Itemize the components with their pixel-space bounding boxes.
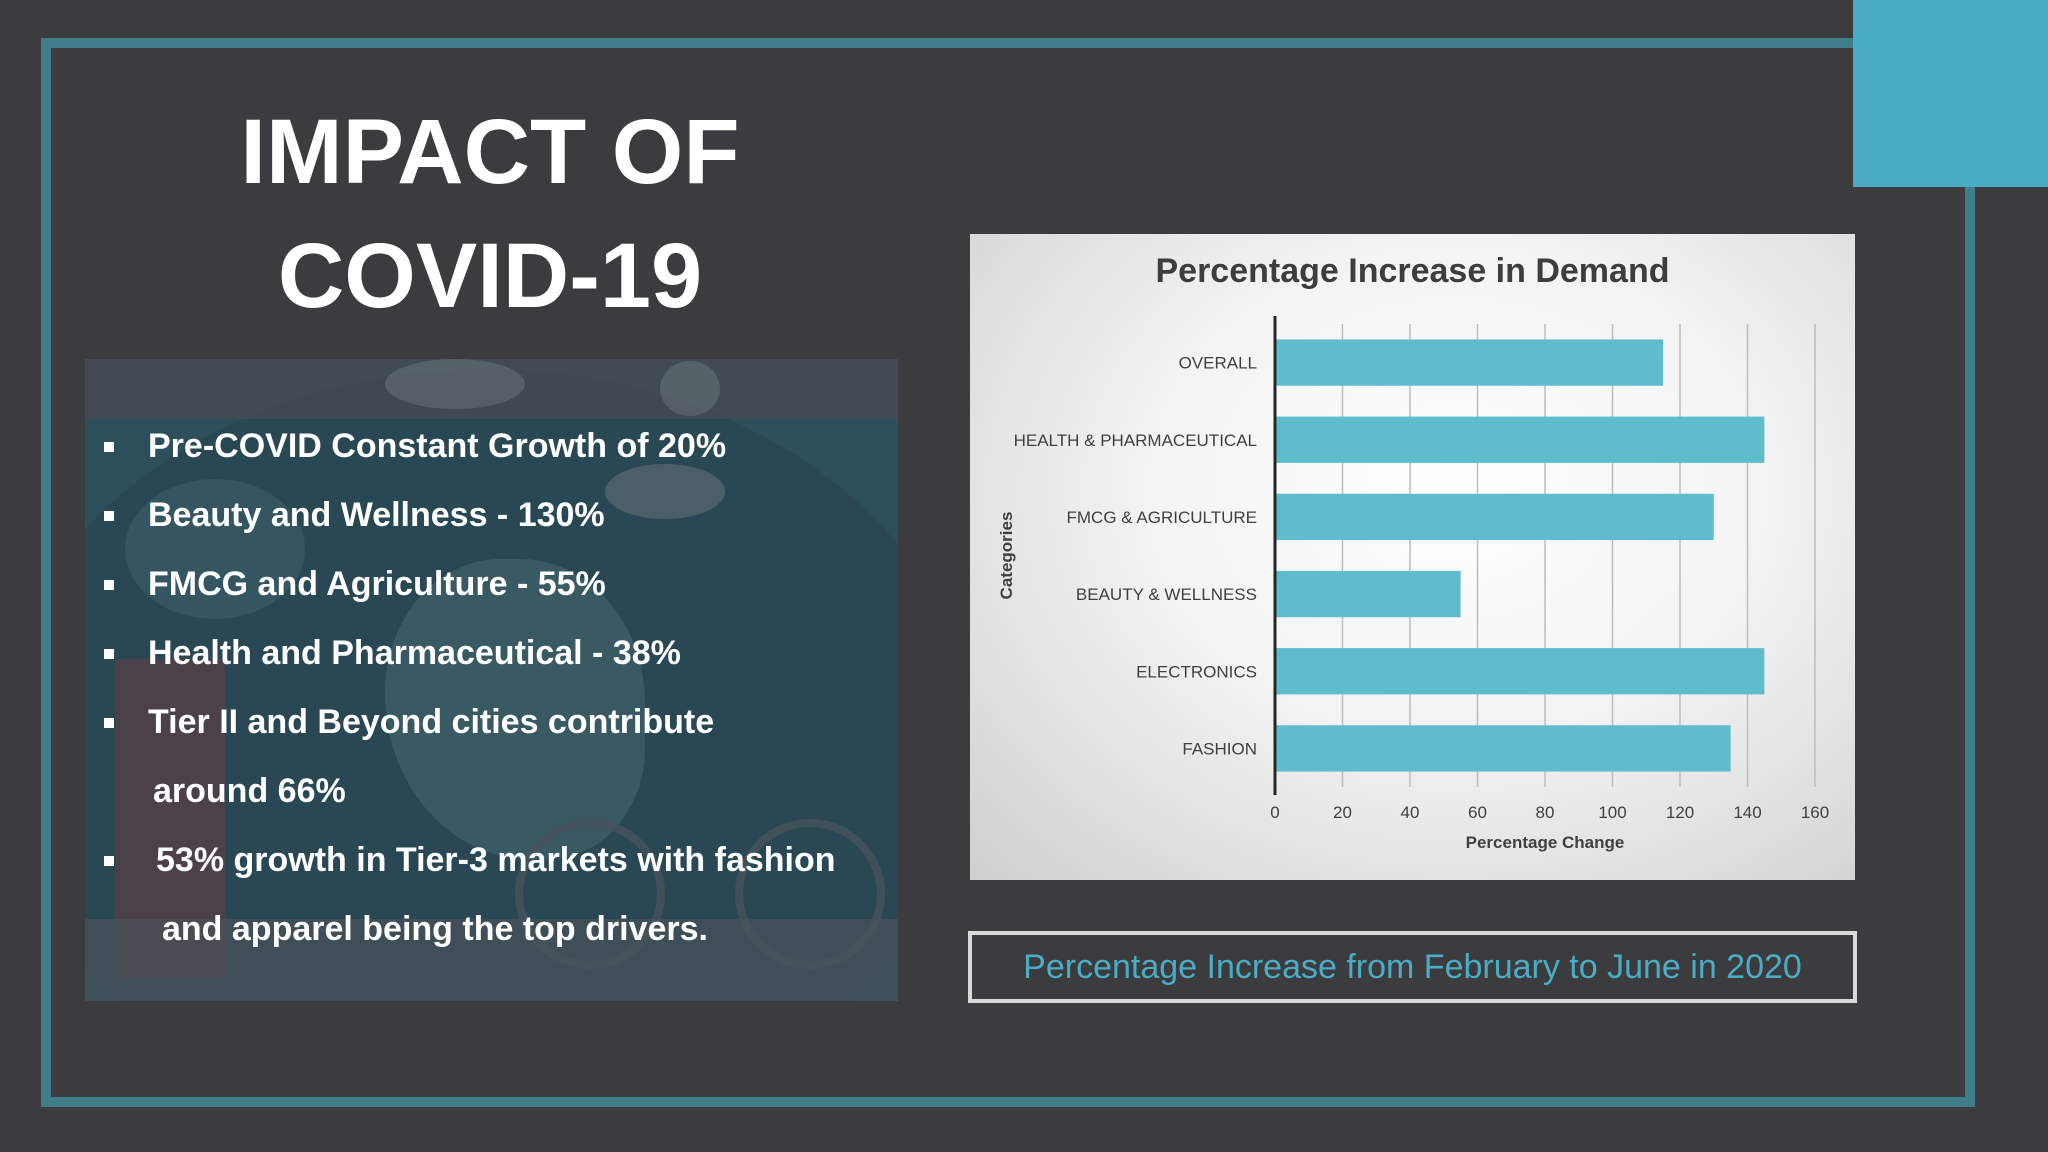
x-tick-label: 140 xyxy=(1733,803,1761,822)
bullet-icon xyxy=(104,511,114,521)
bullet-item: Pre-COVID Constant Growth of 20% xyxy=(100,412,890,481)
bicycle-wheel xyxy=(735,819,885,969)
cloud-shape xyxy=(605,464,725,519)
bar xyxy=(1275,339,1664,386)
slide-frame xyxy=(41,38,1975,1107)
chart-container: Percentage Increase in Demand OVERALL HEA… xyxy=(970,234,1855,880)
background-illustration xyxy=(85,359,898,1001)
category-label: FMCG & AGRICULTURE xyxy=(1067,508,1257,527)
x-tick-label: 80 xyxy=(1536,803,1555,822)
x-tick-label: 120 xyxy=(1666,803,1694,822)
category-label: HEALTH & PHARMACEUTICAL xyxy=(1014,431,1257,450)
bar xyxy=(1275,493,1714,541)
illustration-overlay xyxy=(85,359,898,1001)
bullet-item: Tier II and Beyond cities contribute aro… xyxy=(100,688,890,826)
bullet-item: 53% growth in Tier-3 markets with fashio… xyxy=(100,826,890,964)
bar xyxy=(1275,570,1461,618)
bullet-text: Pre-COVID Constant Growth of 20% xyxy=(148,427,727,465)
x-tick-label: 60 xyxy=(1468,803,1487,822)
bullet-text: FMCG and Agriculture - 55% xyxy=(148,565,606,603)
bullet-text: Tier II and Beyond cities contribute xyxy=(148,703,715,741)
title-line-1: IMPACT OF xyxy=(240,101,740,203)
x-axis-title: Percentage Change xyxy=(1466,833,1625,852)
slide-title: IMPACT OF COVID-19 xyxy=(160,90,820,338)
category-label: OVERALL xyxy=(1179,354,1257,373)
bullet-icon xyxy=(104,442,114,452)
bar xyxy=(1275,416,1765,463)
landmass-shape xyxy=(385,559,645,859)
category-label: BEAUTY & WELLNESS xyxy=(1076,585,1257,604)
category-label: ELECTRONICS xyxy=(1136,662,1257,681)
bullet-icon xyxy=(104,856,114,866)
bicycle-wheel xyxy=(515,819,665,969)
x-tick-label: 100 xyxy=(1598,803,1626,822)
cloud-shape xyxy=(660,361,720,416)
bullet-icon xyxy=(104,580,114,590)
x-tick-label: 0 xyxy=(1270,803,1279,822)
bar xyxy=(1275,725,1731,772)
accent-square xyxy=(1853,0,2048,187)
bullet-icon xyxy=(104,649,114,659)
bullet-continuation: around 66% xyxy=(153,772,346,810)
y-axis-title: Categories xyxy=(997,512,1016,600)
x-tick-label: 160 xyxy=(1801,803,1829,822)
bullet-continuation: and apparel being the top drivers. xyxy=(162,910,708,948)
bullet-item: FMCG and Agriculture - 55% xyxy=(100,550,890,619)
x-tick-label: 20 xyxy=(1333,803,1352,822)
chart-caption: Percentage Increase from February to Jun… xyxy=(968,931,1857,1003)
bar xyxy=(1275,648,1765,695)
bullet-text: 53% growth in Tier-3 markets with fashio… xyxy=(156,841,836,879)
bullet-text: Health and Pharmaceutical - 38% xyxy=(148,634,681,672)
bullet-icon xyxy=(104,718,114,728)
x-tick-label: 40 xyxy=(1401,803,1420,822)
bullet-item: Health and Pharmaceutical - 38% xyxy=(100,619,890,688)
chart-title: Percentage Increase in Demand xyxy=(1155,252,1670,290)
bar-chart: OVERALL HEALTH & PHARMACEUTICAL FMCG & AGR… xyxy=(997,316,1829,852)
bullet-text: Beauty and Wellness - 130% xyxy=(148,496,605,534)
category-label: FASHION xyxy=(1182,739,1257,758)
bullet-list: Pre-COVID Constant Growth of 20% Beauty … xyxy=(100,412,890,964)
bullet-item: Beauty and Wellness - 130% xyxy=(100,481,890,550)
landmass-shape xyxy=(125,479,305,619)
cloud-shape xyxy=(385,359,525,409)
title-line-2: COVID-19 xyxy=(277,225,703,327)
